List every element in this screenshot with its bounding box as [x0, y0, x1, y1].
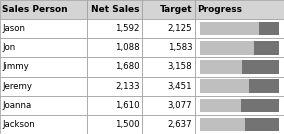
Bar [200, 60, 279, 74]
Bar [195, 57, 284, 77]
Text: Jon: Jon [2, 43, 16, 52]
Text: 3,451: 3,451 [168, 82, 192, 91]
Bar [200, 22, 279, 35]
Bar [0, 0, 87, 19]
Text: 1,610: 1,610 [115, 101, 140, 110]
Text: Jason: Jason [2, 24, 25, 33]
Bar [200, 79, 279, 93]
Text: 3,077: 3,077 [168, 101, 192, 110]
Text: Sales Person: Sales Person [2, 5, 68, 14]
Bar [200, 41, 254, 55]
Bar [0, 115, 87, 134]
Bar [200, 60, 242, 74]
Text: Jackson: Jackson [2, 120, 35, 129]
Bar [142, 19, 195, 38]
Bar [87, 115, 142, 134]
Bar [142, 77, 195, 96]
Bar [0, 96, 87, 115]
Bar [142, 0, 195, 19]
Bar [195, 115, 284, 134]
Text: Net Sales: Net Sales [91, 5, 140, 14]
Bar [195, 0, 284, 19]
Bar [87, 0, 142, 19]
Text: 2,125: 2,125 [168, 24, 192, 33]
Text: 1,088: 1,088 [115, 43, 140, 52]
Text: Progress: Progress [197, 5, 242, 14]
Bar [195, 77, 284, 96]
Bar [0, 77, 87, 96]
Bar [142, 115, 195, 134]
Bar [200, 99, 241, 112]
Bar [195, 96, 284, 115]
Bar [87, 38, 142, 57]
Bar [0, 19, 87, 38]
Bar [200, 79, 248, 93]
Bar [142, 96, 195, 115]
Bar [87, 96, 142, 115]
Bar [142, 38, 195, 57]
Bar [195, 38, 284, 57]
Text: 1,680: 1,680 [115, 62, 140, 72]
Bar [87, 57, 142, 77]
Text: Jimmy: Jimmy [2, 62, 29, 72]
Text: Jeremy: Jeremy [2, 82, 32, 91]
Text: 1,583: 1,583 [168, 43, 192, 52]
Bar [200, 118, 245, 131]
Text: Joanna: Joanna [2, 101, 32, 110]
Bar [200, 99, 279, 112]
Bar [200, 22, 259, 35]
Bar [195, 19, 284, 38]
Text: Target: Target [160, 5, 192, 14]
Bar [200, 118, 279, 131]
Bar [200, 41, 279, 55]
Text: 2,637: 2,637 [168, 120, 192, 129]
Text: 3,158: 3,158 [168, 62, 192, 72]
Text: 1,500: 1,500 [115, 120, 140, 129]
Bar [142, 57, 195, 77]
Text: 2,133: 2,133 [115, 82, 140, 91]
Text: 1,592: 1,592 [115, 24, 140, 33]
Bar [0, 38, 87, 57]
Bar [87, 77, 142, 96]
Bar [87, 19, 142, 38]
Bar [0, 57, 87, 77]
